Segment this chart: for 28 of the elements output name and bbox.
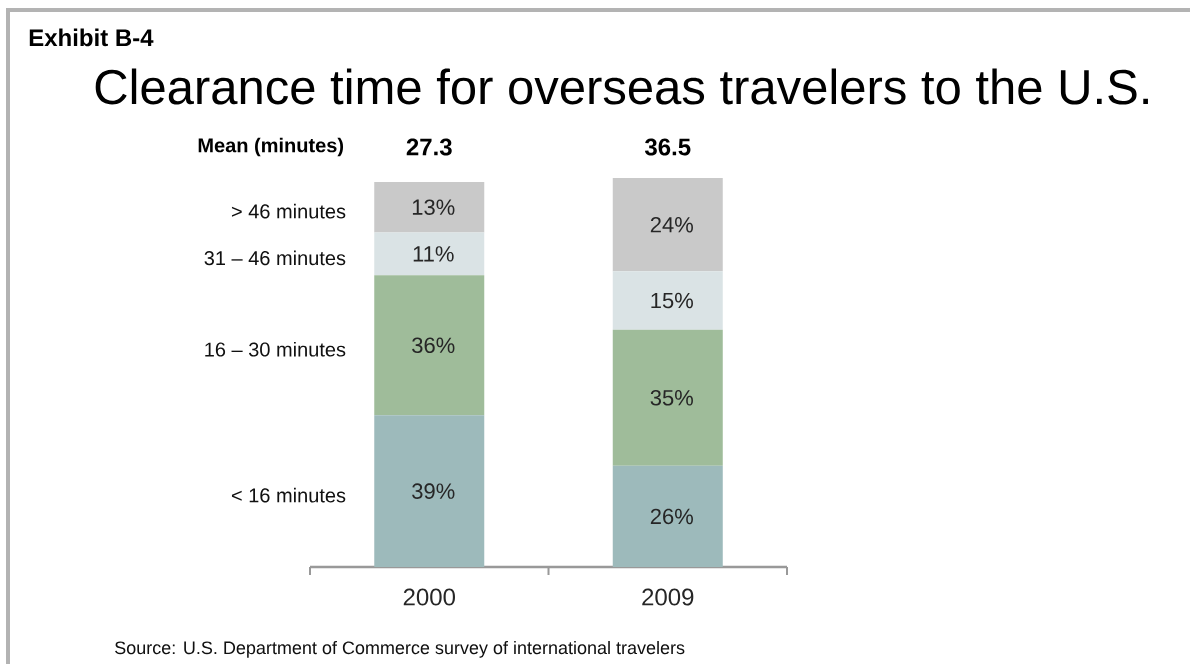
data-label: 36%	[412, 337, 455, 354]
data-label: 35%	[650, 390, 693, 406]
text: Mean (minutes)	[198, 137, 344, 157]
x-tick-label: 2009	[642, 588, 694, 606]
data-label: 15%	[651, 292, 693, 309]
source-note: Source: U.S. Department of Commerce survey of international travelers	[115, 640, 685, 658]
series-label: 31 – 46 minutes	[204, 250, 346, 266]
bar	[612, 465, 723, 567]
bar	[612, 329, 723, 466]
bar	[374, 232, 485, 276]
data-label: 39%	[412, 483, 455, 499]
series-label: < 16 minutes	[231, 487, 346, 503]
data-label: 13%	[412, 199, 455, 215]
text: 36.5	[644, 138, 691, 156]
bar	[374, 415, 485, 567]
chart-title: Clearance time for overseas travelers to the U.S.	[95, 68, 1148, 105]
bar	[374, 275, 485, 416]
bar	[612, 178, 723, 272]
data-label: 11%	[413, 246, 454, 262]
data-label: 26%	[650, 508, 693, 525]
bar	[374, 181, 485, 233]
series-label: 16 – 30 minutes	[205, 341, 346, 357]
data-label: 24%	[650, 216, 693, 233]
bar	[612, 271, 723, 330]
series-label: > 46 minutes	[231, 203, 346, 219]
text: 27.3	[406, 138, 452, 156]
x-tick-label: 2000	[403, 588, 455, 606]
text: Exhibit B-4	[29, 28, 154, 47]
